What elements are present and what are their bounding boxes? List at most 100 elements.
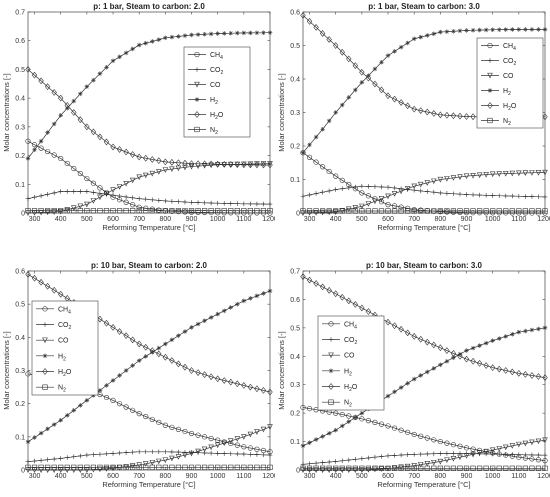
data-point — [142, 172, 149, 179]
data-point — [379, 59, 384, 65]
data-point — [228, 201, 234, 206]
data-point — [228, 464, 234, 470]
data-point — [123, 194, 129, 200]
data-point — [221, 308, 227, 314]
data-point — [339, 411, 345, 418]
data-point — [339, 207, 346, 214]
legend-entry: CH4 — [503, 43, 516, 52]
legend-entry: H2O — [58, 369, 72, 378]
data-point — [103, 464, 110, 470]
data-point — [319, 283, 326, 291]
data-point — [523, 27, 528, 32]
data-point — [483, 448, 489, 455]
data-point — [103, 319, 110, 327]
data-point — [25, 459, 31, 465]
data-point — [90, 464, 97, 470]
data-point — [97, 208, 103, 214]
data-point — [254, 30, 260, 36]
data-point — [254, 464, 260, 470]
data-point — [156, 345, 162, 351]
data-point — [84, 208, 90, 214]
data-point — [405, 208, 411, 214]
data-point — [372, 465, 378, 471]
data-point — [306, 405, 313, 412]
data-point — [90, 128, 97, 136]
legend-entry: CH4 — [344, 321, 357, 330]
data-point — [51, 467, 57, 473]
y-tick-label: 0 — [21, 211, 25, 218]
legend-marker — [487, 58, 493, 63]
data-point — [254, 452, 260, 457]
legend-marker — [42, 384, 48, 390]
data-point — [116, 208, 123, 214]
data-point — [228, 208, 234, 214]
data-point — [496, 171, 503, 177]
data-point — [123, 450, 129, 455]
data-point — [110, 451, 116, 456]
data-point — [470, 208, 476, 214]
data-point — [359, 203, 365, 210]
data-point — [215, 451, 220, 456]
data-point — [261, 291, 266, 296]
data-point — [326, 168, 332, 175]
data-point — [444, 465, 450, 471]
data-point — [38, 464, 44, 470]
y-tick-label: 0.2 — [290, 411, 300, 418]
data-point — [476, 360, 483, 367]
data-point — [227, 438, 234, 444]
data-point — [391, 425, 398, 431]
series-4 — [300, 27, 548, 155]
data-point — [431, 110, 437, 117]
data-point — [182, 33, 188, 38]
data-point — [136, 411, 142, 417]
data-point — [261, 452, 266, 458]
data-point — [241, 30, 247, 36]
data-point — [123, 368, 129, 373]
data-point — [136, 204, 142, 210]
legend-marker — [487, 117, 493, 124]
x-tick-label: 700 — [408, 473, 420, 480]
data-point — [326, 118, 332, 124]
legend-entry: CO — [210, 82, 221, 89]
data-point — [25, 66, 31, 73]
data-point — [182, 164, 188, 171]
data-point — [320, 465, 326, 471]
legend-entry-name: CO — [503, 58, 514, 65]
data-point — [64, 467, 71, 473]
data-point — [333, 465, 339, 471]
data-point — [182, 464, 188, 470]
data-point — [365, 308, 372, 315]
data-point — [215, 437, 221, 443]
data-point — [248, 30, 253, 36]
data-point — [431, 451, 437, 457]
data-point — [300, 465, 306, 471]
data-point — [391, 322, 398, 330]
data-point — [424, 108, 430, 116]
data-point — [163, 198, 168, 204]
data-point — [398, 452, 404, 458]
data-point — [169, 34, 175, 40]
legend-entry-suffix: O — [218, 112, 224, 119]
data-point — [214, 442, 221, 449]
data-point — [300, 193, 306, 199]
y-tick-label: 0.1 — [15, 434, 25, 441]
data-point — [25, 467, 31, 473]
legend-entry-subscript: 2 — [63, 356, 66, 362]
x-tick-label: 400 — [330, 473, 342, 480]
data-point — [542, 452, 548, 458]
data-point — [110, 378, 116, 383]
data-point — [339, 208, 345, 214]
data-point — [162, 457, 169, 464]
data-point — [201, 464, 208, 470]
data-point — [149, 39, 155, 44]
data-point — [91, 190, 96, 195]
data-point — [483, 340, 489, 346]
data-point — [424, 465, 430, 471]
data-point — [38, 467, 44, 473]
data-point — [215, 311, 220, 317]
data-point — [234, 30, 240, 36]
data-point — [483, 208, 489, 214]
data-point — [522, 465, 528, 471]
